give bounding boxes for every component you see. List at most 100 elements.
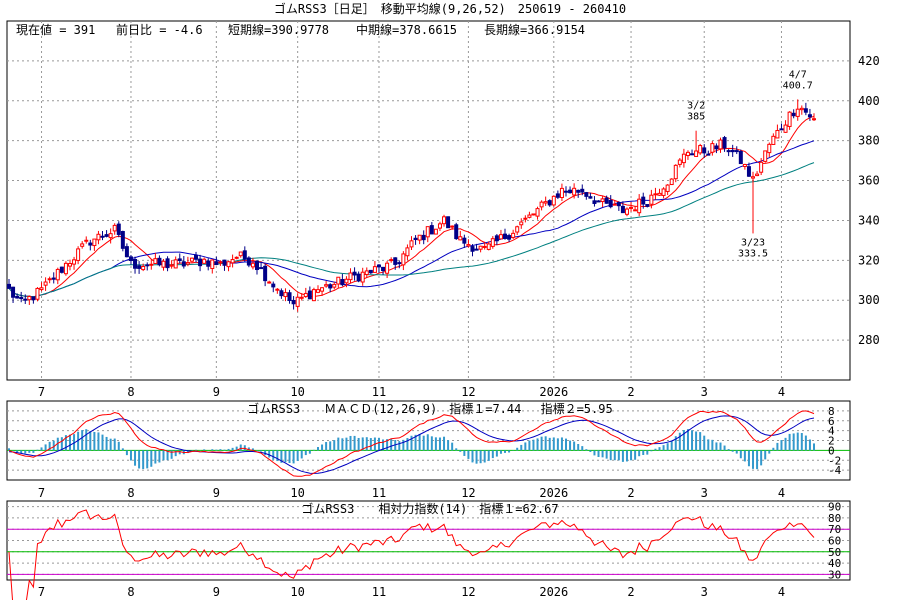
candle-body — [706, 153, 711, 156]
candle-body — [63, 262, 68, 275]
candle-body — [490, 238, 495, 247]
candle-body — [299, 296, 304, 299]
month-axis-rsi: 7 8 9 10 11 12 2026 2 3 4 — [38, 585, 785, 599]
candle-body — [364, 270, 369, 276]
macd-signal-line — [8, 415, 815, 474]
candle-body — [222, 259, 227, 266]
candle-body — [173, 259, 178, 269]
candle-body — [584, 192, 589, 197]
candle-body — [214, 261, 219, 266]
price-y-ticks: 280 300 320 340 360 380 400 420 — [858, 54, 880, 347]
rsi-tick-label: 60 — [828, 535, 841, 548]
candle-body — [543, 201, 548, 204]
candle-body — [372, 266, 377, 273]
candle-body — [259, 267, 264, 270]
legend-long-ma: 長期線=366.9154 — [484, 22, 585, 37]
month-label: 12 — [461, 486, 475, 500]
candle-body — [47, 278, 52, 281]
candle-body — [437, 223, 442, 229]
candle-body — [535, 208, 540, 217]
candle-body — [165, 258, 170, 269]
candle-body — [376, 264, 381, 268]
macd-tick-label: 6 — [828, 415, 835, 428]
candle-body — [661, 188, 666, 196]
candle-body — [352, 271, 357, 276]
candle-body — [295, 296, 300, 307]
candle-body — [149, 263, 154, 266]
candle-body — [673, 164, 678, 180]
candle-body — [51, 277, 56, 280]
price-tick-label: 420 — [858, 54, 880, 68]
month-label: 11 — [372, 385, 386, 399]
rsi-tick-label: 90 — [828, 501, 841, 514]
month-label: 8 — [127, 486, 134, 500]
candle-body — [381, 266, 386, 272]
candle-body — [283, 292, 288, 298]
candle-body — [563, 190, 568, 193]
candle-body — [275, 288, 280, 291]
candle-body — [307, 290, 312, 300]
rsi-line — [8, 509, 815, 600]
candle-body — [279, 290, 284, 297]
month-label: 2026 — [539, 385, 568, 399]
month-label: 2 — [627, 486, 634, 500]
candle-body — [600, 198, 605, 203]
candle-body — [27, 296, 32, 301]
macd-plot — [8, 410, 815, 477]
annotation-date: 3/23 — [741, 237, 765, 248]
candle-body — [84, 239, 89, 242]
candle-body — [218, 261, 223, 264]
candle-body — [23, 298, 28, 301]
month-label: 8 — [127, 385, 134, 399]
month-label: 10 — [290, 585, 304, 599]
candle-body — [238, 251, 243, 257]
candle-body — [681, 153, 686, 164]
candle-body — [527, 214, 532, 218]
candle-body — [742, 163, 747, 167]
candle-body — [137, 265, 142, 269]
candle-body — [669, 178, 674, 186]
candle-body — [108, 233, 113, 239]
candle-body — [226, 261, 231, 268]
candle-body — [523, 217, 528, 220]
legend-short-ma: 短期線=390.9778 — [228, 22, 329, 37]
short-ma-line — [8, 115, 815, 298]
candle-body — [494, 235, 499, 242]
legend-current: 現在値 = 391 — [16, 22, 95, 37]
candle-body — [519, 221, 524, 226]
candle-body — [442, 216, 447, 225]
candle-body — [124, 246, 129, 258]
candle-body — [734, 150, 739, 153]
price-grid — [7, 21, 850, 380]
candle-body — [15, 295, 20, 299]
candle-body — [104, 234, 109, 237]
rsi-tick-label: 30 — [828, 568, 841, 581]
candle-body — [507, 235, 512, 240]
macd-tick-label: 0 — [828, 444, 835, 457]
candle-body — [185, 262, 190, 265]
candle-body — [694, 150, 699, 157]
candle-body — [112, 224, 117, 232]
candle-body — [763, 150, 768, 162]
candle-body — [474, 248, 479, 251]
candle-body — [604, 197, 609, 204]
month-label: 2 — [627, 585, 634, 599]
candle-body — [596, 200, 601, 203]
candle-body — [230, 259, 235, 264]
candle-body — [450, 225, 455, 228]
candle-body — [55, 268, 60, 281]
candle-body — [714, 145, 719, 150]
candle-body — [368, 269, 373, 274]
month-label: 9 — [213, 585, 220, 599]
candle-body — [572, 187, 577, 196]
candle-body — [315, 289, 320, 293]
legend-change: 前日比 = -4.6 — [116, 22, 203, 37]
rsi-tick-label: 70 — [828, 523, 841, 536]
candlesticks — [7, 99, 816, 312]
candle-body — [779, 128, 784, 131]
rsi-title: ゴムRSS3 相対力指数(14) 指標１=62.67 — [301, 501, 558, 516]
macd-tick-label: 4 — [828, 425, 835, 438]
candle-body — [429, 225, 434, 235]
